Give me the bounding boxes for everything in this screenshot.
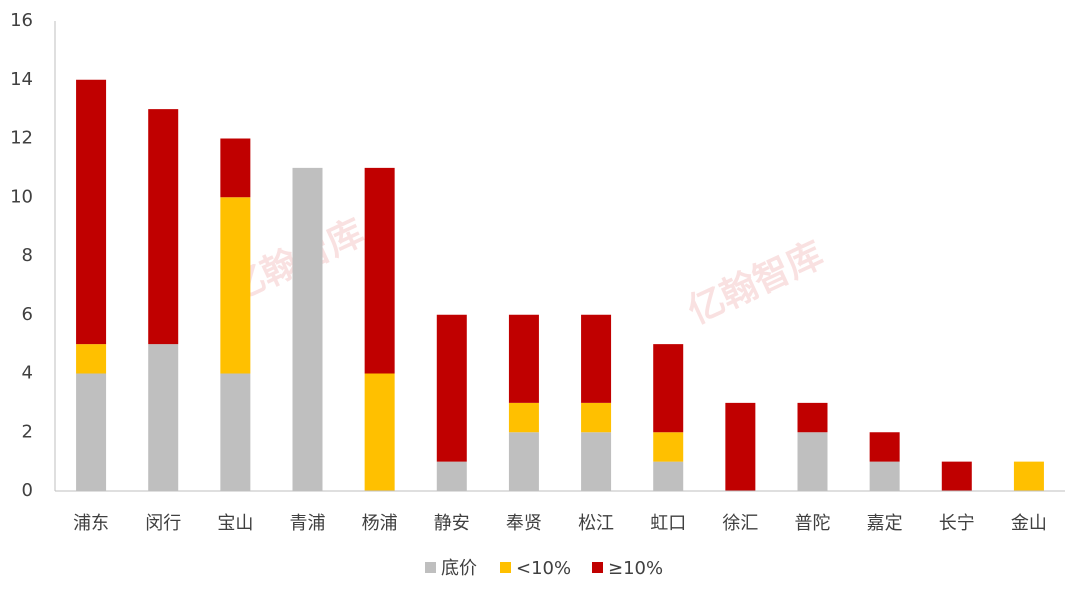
y-tick-label: 8	[22, 245, 33, 266]
bar-segment	[797, 402, 828, 433]
x-tick-label: 长宁	[939, 513, 975, 534]
y-tick-label: 10	[10, 186, 33, 207]
y-tick-label: 6	[22, 304, 33, 325]
bar-segment	[76, 373, 107, 491]
x-tick-label: 虹口	[650, 513, 686, 534]
bar-segment	[76, 79, 107, 345]
y-tick-label: 12	[10, 128, 33, 149]
x-tick-label: 嘉定	[867, 513, 903, 534]
bar-segment	[76, 344, 107, 374]
legend-label: ≥10%	[608, 558, 663, 579]
x-tick-label: 静安	[434, 513, 470, 534]
bar-segment	[364, 167, 395, 374]
bar-segment	[220, 138, 251, 198]
bar-segment	[364, 373, 395, 491]
y-tick-label: 4	[22, 363, 33, 384]
bar-segment	[653, 461, 684, 491]
bar-segment	[869, 432, 900, 462]
y-tick-label: 0	[22, 480, 33, 501]
legend-swatch	[592, 562, 603, 573]
bar-segment	[508, 432, 539, 491]
bar-segment	[220, 373, 251, 491]
bar-segment	[797, 432, 828, 491]
bar-segment	[725, 402, 756, 491]
bar-segment	[508, 314, 539, 403]
bar-segment	[581, 432, 612, 491]
bar-segment	[148, 344, 179, 491]
bar-segment	[436, 314, 467, 462]
y-tick-label: 14	[10, 69, 33, 90]
bar-segment	[1013, 461, 1044, 491]
bar-segment	[581, 314, 612, 403]
bar-segment	[653, 432, 684, 462]
x-tick-label: 徐汇	[722, 513, 758, 534]
x-tick-label: 松江	[578, 513, 614, 534]
bar-segment	[220, 197, 251, 374]
bar-segment	[508, 402, 539, 433]
bar-segment	[292, 167, 323, 491]
legend-label: 底价	[441, 558, 477, 579]
watermark: 亿翰智库	[682, 234, 830, 332]
x-tick-label: 闵行	[145, 513, 181, 534]
x-tick-label: 青浦	[290, 513, 326, 534]
x-tick-label: 宝山	[217, 513, 253, 534]
legend-label: <10%	[516, 558, 571, 579]
x-tick-label: 金山	[1011, 513, 1047, 534]
bar-segment	[148, 109, 179, 345]
bar-segment	[653, 344, 684, 433]
x-tick-label: 浦东	[73, 513, 109, 534]
y-tick-label: 16	[10, 10, 33, 31]
x-tick-label: 杨浦	[362, 513, 398, 534]
x-tick-label: 普陀	[795, 513, 831, 534]
y-tick-label: 2	[22, 421, 33, 442]
legend-swatch	[500, 562, 511, 573]
bar-segment	[581, 402, 612, 433]
x-tick-label: 奉贤	[506, 513, 542, 534]
legend-swatch	[425, 562, 436, 573]
bar-segment	[941, 461, 972, 491]
bar-segment	[869, 461, 900, 491]
bar-segment	[436, 461, 467, 491]
